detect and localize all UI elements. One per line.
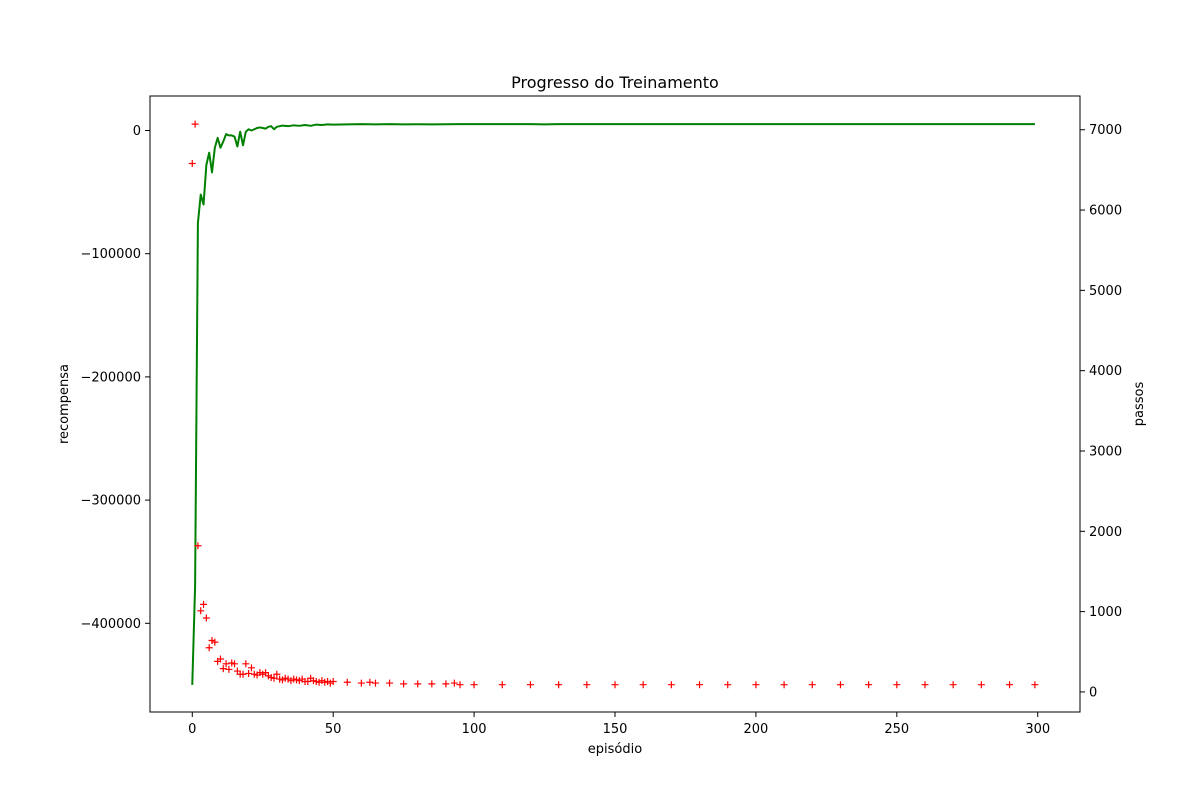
steps-point (343, 678, 351, 686)
x-axis-label: episódio (588, 742, 642, 757)
y-right-tick-label: 6000 (1089, 204, 1122, 219)
steps-point (245, 669, 253, 677)
x-axis: 0 50 100 150 200 250 300 (188, 712, 1050, 737)
y-left-tick-label: −100000 (80, 247, 141, 262)
steps-point (1031, 681, 1039, 689)
y-left-tick-label: −200000 (80, 370, 141, 385)
x-tick-label: 200 (743, 722, 768, 737)
steps-point (498, 681, 506, 689)
steps-point (270, 674, 278, 682)
steps-point (583, 681, 591, 689)
y-axis-left: 0 −100000 −200000 −300000 −400000 (80, 124, 150, 632)
steps-point (194, 542, 202, 550)
steps-point (197, 607, 205, 615)
steps-point (222, 660, 230, 668)
steps-point (231, 660, 239, 668)
plot-area (188, 120, 1039, 689)
y-axis-right-label: passos (1132, 382, 1147, 427)
steps-point (357, 679, 365, 687)
steps-point (247, 664, 255, 672)
x-tick-label: 150 (603, 722, 628, 737)
y-right-tick-label: 0 (1089, 685, 1097, 700)
steps-point (836, 681, 844, 689)
steps-point (752, 681, 760, 689)
steps-point (724, 681, 732, 689)
steps-point (921, 681, 929, 689)
steps-point (225, 665, 233, 673)
steps-point (808, 681, 816, 689)
y-right-tick-label: 4000 (1089, 364, 1122, 379)
steps-point (191, 120, 199, 128)
steps-point (470, 681, 478, 689)
steps-point (371, 679, 379, 687)
y-right-tick-label: 3000 (1089, 444, 1122, 459)
steps-point (386, 679, 394, 687)
steps-point (329, 677, 337, 685)
x-tick-label: 250 (884, 722, 909, 737)
y-left-tick-label: −400000 (80, 617, 141, 632)
steps-point (639, 681, 647, 689)
steps-point (414, 680, 422, 688)
x-tick-label: 50 (325, 722, 342, 737)
steps-point (202, 614, 210, 622)
steps-point (949, 681, 957, 689)
x-tick-label: 100 (462, 722, 487, 737)
steps-point (239, 670, 247, 678)
steps-point (526, 681, 534, 689)
steps-point (400, 680, 408, 688)
steps-point (667, 681, 675, 689)
chart-title: Progresso do Treinamento (511, 73, 719, 92)
y-right-tick-label: 7000 (1089, 123, 1122, 138)
y-right-tick-label: 5000 (1089, 284, 1122, 299)
y-left-tick-label: 0 (133, 124, 141, 139)
steps-point (865, 681, 873, 689)
steps-point (216, 655, 224, 663)
y-left-tick-label: −300000 (80, 494, 141, 509)
y-right-tick-label: 2000 (1089, 525, 1122, 540)
steps-point (442, 680, 450, 688)
steps-point (456, 681, 464, 689)
steps-point (211, 638, 219, 646)
steps-point (205, 644, 213, 652)
y-axis-right: 0 1000 2000 3000 4000 5000 6000 7000 (1080, 123, 1122, 700)
steps-point (450, 679, 458, 687)
steps-point (611, 681, 619, 689)
x-tick-label: 0 (188, 722, 196, 737)
steps-point (696, 681, 704, 689)
steps-point (555, 681, 563, 689)
steps-point (1006, 681, 1014, 689)
steps-point (273, 670, 281, 678)
steps-point (428, 680, 436, 688)
y-axis-left-label: recompensa (57, 364, 72, 444)
steps-point (893, 681, 901, 689)
steps-point (366, 678, 374, 686)
x-tick-label: 300 (1025, 722, 1050, 737)
steps-point (242, 660, 250, 668)
steps-point (200, 600, 208, 608)
steps-point (977, 681, 985, 689)
steps-series (188, 120, 1039, 689)
steps-point (780, 681, 788, 689)
steps-point (188, 159, 196, 167)
reward-series-line (191, 123, 1035, 685)
steps-point (219, 665, 227, 673)
y-right-tick-label: 1000 (1089, 605, 1122, 620)
